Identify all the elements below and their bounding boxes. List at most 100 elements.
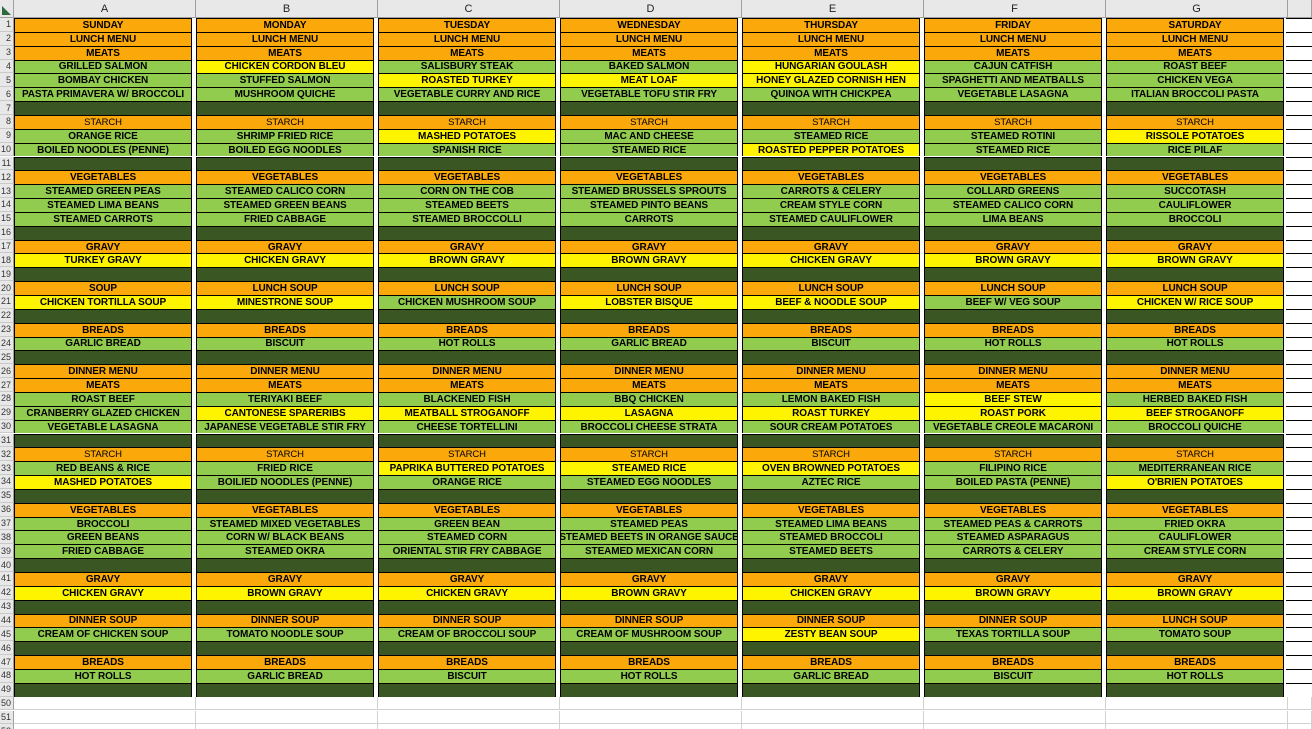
cell-H9[interactable] [1286, 128, 1312, 143]
cell-D33[interactable]: STEAMED RICE [560, 461, 738, 476]
cell-C30[interactable]: CHEESE TORTELLINI [378, 419, 556, 434]
cell-C52[interactable] [378, 724, 560, 729]
cell-E48[interactable]: GARLIC BREAD [742, 668, 920, 683]
cell-E10[interactable]: ROASTED PEPPER POTATOES [742, 142, 920, 157]
cell-B31[interactable] [196, 433, 374, 448]
cell-G5[interactable]: CHICKEN VEGA [1106, 73, 1284, 88]
cell-D48[interactable]: HOT ROLLS [560, 668, 738, 683]
cell-F14[interactable]: STEAMED CALICO CORN [924, 198, 1102, 212]
cell-D13[interactable]: STEAMED BRUSSELS SPROUTS [560, 184, 738, 199]
cell-A23[interactable]: BREADS [14, 322, 192, 337]
cell-D37[interactable]: STEAMED PEAS [560, 516, 738, 531]
cell-G9[interactable]: RISSOLE POTATOES [1106, 128, 1284, 143]
cell-D21[interactable]: LOBSTER BISQUE [560, 295, 738, 309]
row-header-20[interactable]: 20 [0, 281, 14, 295]
cell-D20[interactable]: LUNCH SOUP [560, 281, 738, 295]
row-header-15[interactable]: 15 [0, 211, 14, 226]
cell-E22[interactable] [742, 308, 920, 323]
cell-D22[interactable] [560, 308, 738, 323]
cell-A1[interactable]: SUNDAY [14, 18, 192, 32]
cell-D40[interactable] [560, 558, 738, 572]
cell-B2[interactable]: LUNCH MENU [196, 31, 374, 46]
cell-C44[interactable]: DINNER SOUP [378, 613, 556, 628]
cell-H22[interactable] [1286, 308, 1312, 323]
cell-B13[interactable]: STEAMED CALICO CORN [196, 184, 374, 199]
cell-D41[interactable]: GRAVY [560, 572, 738, 586]
cell-C14[interactable]: STEAMED BEETS [378, 198, 556, 212]
cell-F27[interactable]: MEATS [924, 378, 1102, 392]
cell-E44[interactable]: DINNER SOUP [742, 613, 920, 628]
cell-G27[interactable]: MEATS [1106, 378, 1284, 392]
cell-G22[interactable] [1106, 308, 1284, 323]
cell-E25[interactable] [742, 350, 920, 365]
cell-A46[interactable] [14, 641, 192, 656]
cell-C41[interactable]: GRAVY [378, 572, 556, 586]
cell-F28[interactable]: BEEF STEW [924, 391, 1102, 406]
cell-B42[interactable]: BROWN GRAVY [196, 585, 374, 600]
cell-D43[interactable] [560, 599, 738, 614]
cell-F24[interactable]: HOT ROLLS [924, 336, 1102, 351]
cell-B46[interactable] [196, 641, 374, 656]
row-header-49[interactable]: 49 [0, 682, 14, 697]
cell-B26[interactable]: DINNER MENU [196, 364, 374, 379]
cell-H19[interactable] [1286, 267, 1312, 282]
cell-F9[interactable]: STEAMED ROTINI [924, 128, 1102, 143]
cell-H47[interactable] [1286, 655, 1312, 669]
cell-D11[interactable] [560, 156, 738, 171]
row-header-5[interactable]: 5 [0, 73, 14, 88]
cell-A37[interactable]: BROCCOLI [14, 516, 192, 531]
cell-H25[interactable] [1286, 350, 1312, 365]
cell-G32[interactable]: STARCH [1106, 447, 1284, 462]
cell-H2[interactable] [1286, 31, 1312, 46]
row-header-52[interactable]: 52 [0, 724, 14, 729]
cell-F30[interactable]: VEGETABLE CREOLE MACARONI [924, 419, 1102, 434]
cell-E28[interactable]: LEMON BAKED FISH [742, 391, 920, 406]
cell-F41[interactable]: GRAVY [924, 572, 1102, 586]
cell-E4[interactable]: HUNGARIAN GOULASH [742, 59, 920, 74]
cell-B1[interactable]: MONDAY [196, 18, 374, 32]
cell-G48[interactable]: HOT ROLLS [1106, 668, 1284, 683]
cell-B10[interactable]: BOILED EGG NOODLES [196, 142, 374, 157]
cell-E17[interactable]: GRAVY [742, 239, 920, 254]
cell-B45[interactable]: TOMATO NOODLE SOUP [196, 627, 374, 642]
cell-C2[interactable]: LUNCH MENU [378, 31, 556, 46]
cell-C43[interactable] [378, 599, 556, 614]
cell-A12[interactable]: VEGETABLES [14, 170, 192, 185]
cell-H18[interactable] [1286, 253, 1312, 268]
cell-C38[interactable]: STEAMED CORN [378, 530, 556, 545]
cell-H33[interactable] [1286, 461, 1312, 476]
cell-B27[interactable]: MEATS [196, 378, 374, 392]
cell-G1[interactable]: SATURDAY [1106, 18, 1284, 32]
cell-D18[interactable]: BROWN GRAVY [560, 253, 738, 268]
cell-A2[interactable]: LUNCH MENU [14, 31, 192, 46]
cell-C29[interactable]: MEATBALL STROGANOFF [378, 405, 556, 420]
cell-C12[interactable]: VEGETABLES [378, 170, 556, 185]
cell-F44[interactable]: DINNER SOUP [924, 613, 1102, 628]
row-header-16[interactable]: 16 [0, 225, 14, 240]
row-header-22[interactable]: 22 [0, 308, 14, 323]
cell-B20[interactable]: LUNCH SOUP [196, 281, 374, 295]
cell-B47[interactable]: BREADS [196, 655, 374, 669]
cell-D35[interactable] [560, 488, 738, 503]
column-header-A[interactable]: A [14, 0, 196, 18]
cell-B21[interactable]: MINESTRONE SOUP [196, 295, 374, 309]
row-header-8[interactable]: 8 [0, 114, 14, 129]
cell-B51[interactable] [196, 710, 378, 725]
row-header-43[interactable]: 43 [0, 599, 14, 614]
column-header-F[interactable]: F [924, 0, 1106, 18]
cell-D46[interactable] [560, 641, 738, 656]
cell-B41[interactable]: GRAVY [196, 572, 374, 586]
cell-B49[interactable] [196, 682, 374, 698]
cell-D51[interactable] [560, 710, 742, 725]
cell-C31[interactable] [378, 433, 556, 448]
cell-D1[interactable]: WEDNESDAY [560, 18, 738, 32]
cell-G35[interactable] [1106, 488, 1284, 503]
cell-A21[interactable]: CHICKEN TORTILLA SOUP [14, 295, 192, 309]
row-header-10[interactable]: 10 [0, 142, 14, 157]
cell-D29[interactable]: LASAGNA [560, 405, 738, 420]
cell-G15[interactable]: BROCCOLI [1106, 211, 1284, 226]
row-header-44[interactable]: 44 [0, 613, 14, 628]
row-header-25[interactable]: 25 [0, 350, 14, 365]
cell-C39[interactable]: ORIENTAL STIR FRY CABBAGE [378, 544, 556, 559]
cell-F1[interactable]: FRIDAY [924, 18, 1102, 32]
